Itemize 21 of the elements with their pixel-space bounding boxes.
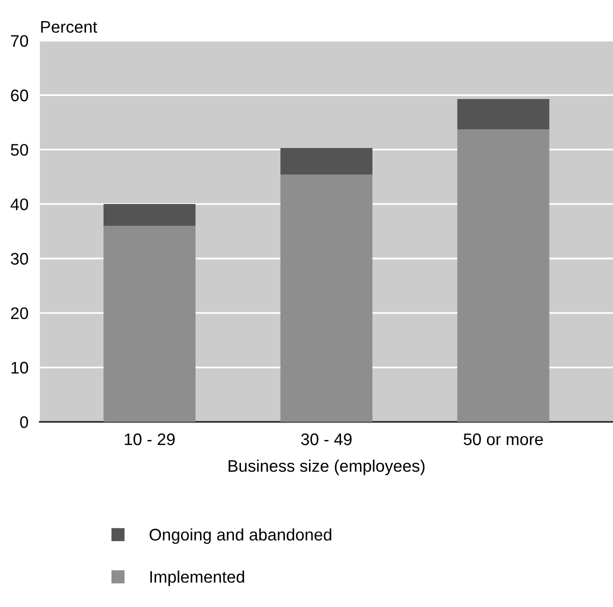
bar	[104, 204, 196, 226]
x-tick-label: 30 - 49	[301, 433, 352, 446]
y-axis-title: Percent	[41, 21, 98, 33]
bar	[104, 226, 196, 422]
y-tick-label: 40	[10, 198, 28, 210]
y-tick-label: 30	[10, 252, 28, 265]
bar	[457, 98, 550, 130]
bar	[280, 148, 372, 175]
bar	[280, 174, 372, 422]
bar	[457, 129, 550, 422]
y-tick-label: 70	[11, 35, 28, 47]
y-tick-label: 50	[10, 144, 28, 156]
legend-label: Ongoing and abandoned	[150, 528, 332, 544]
y-tick-label: 10	[11, 362, 28, 374]
x-axis-title: Business size (employees)	[228, 460, 425, 476]
y-tick-label: 60	[11, 90, 28, 102]
y-tick-label: 0	[20, 416, 28, 428]
legend-label: Implemented	[150, 570, 244, 586]
x-tick-label: 50 or more	[464, 433, 543, 446]
y-tick-label: 20	[11, 307, 28, 320]
x-tick-label: 10 - 29	[124, 433, 175, 446]
